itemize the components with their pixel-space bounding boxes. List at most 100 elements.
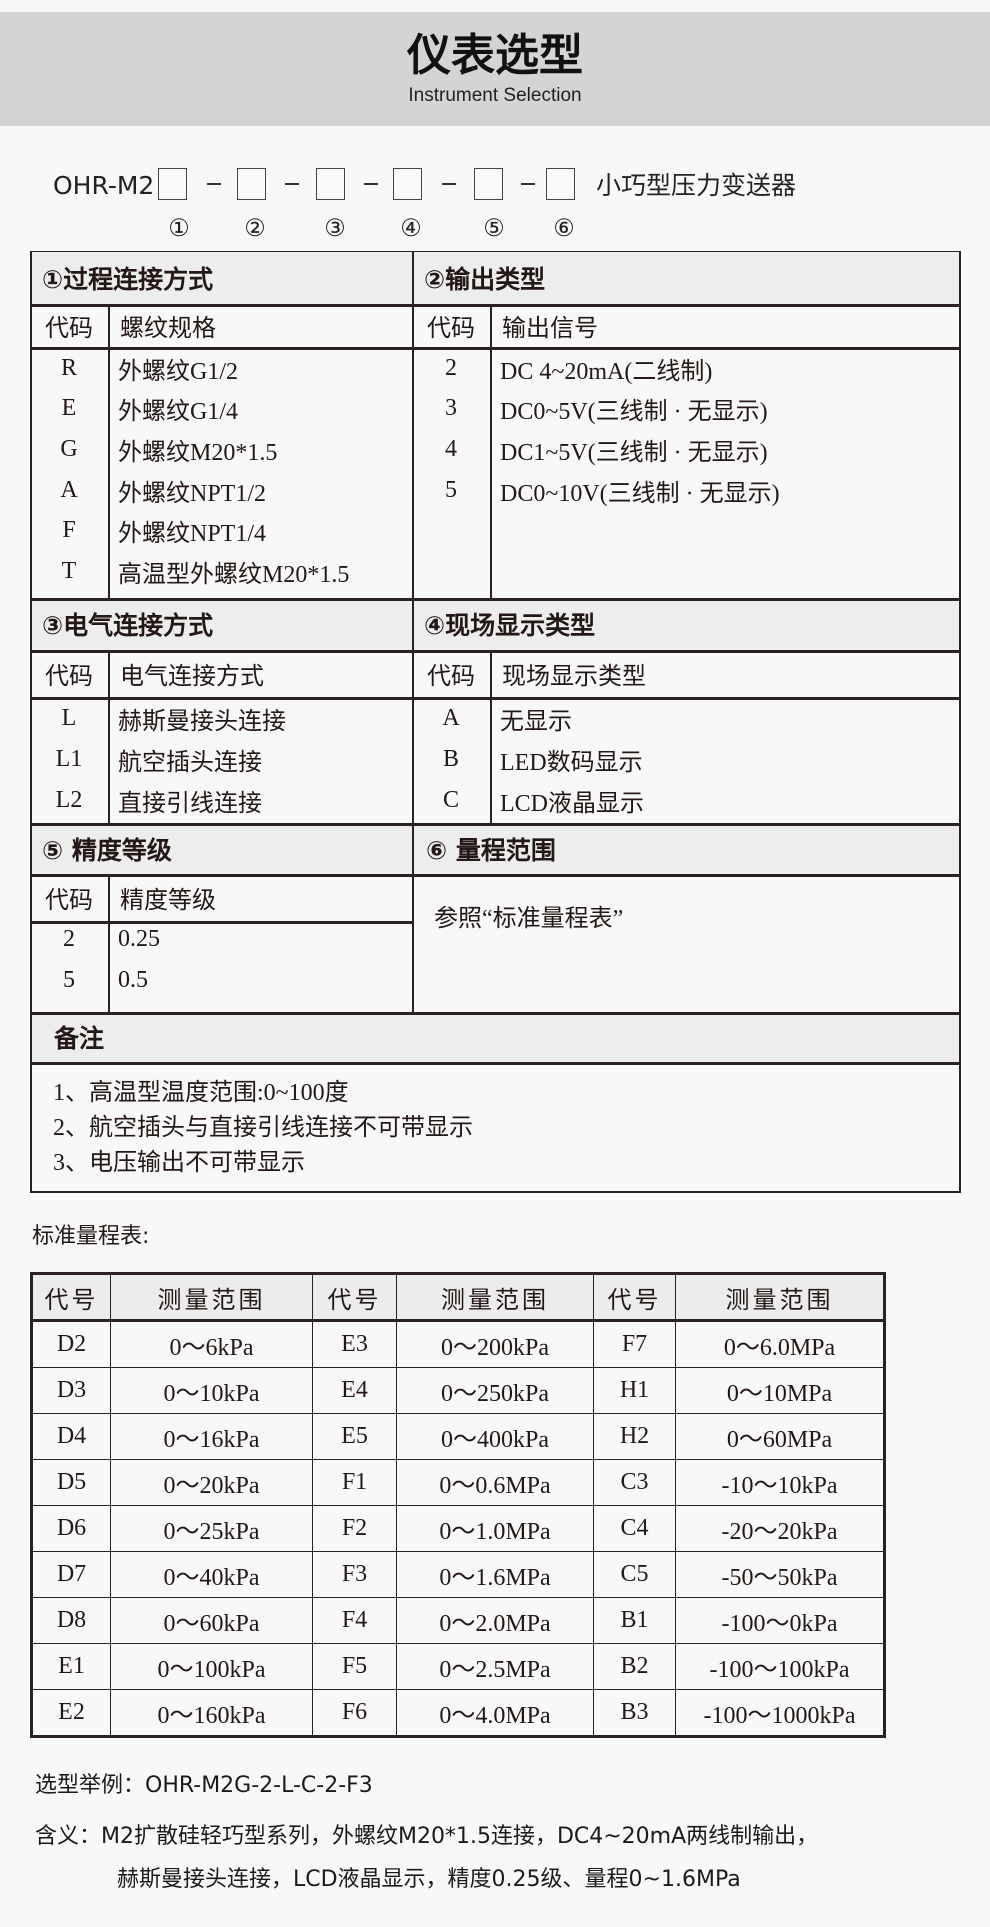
divider [30, 347, 961, 350]
range-cell: 0～60kPa [110, 1597, 313, 1644]
header-band [0, 12, 990, 126]
range-cell: 0～10MPa [675, 1367, 885, 1414]
code-cell: B3 [593, 1689, 676, 1737]
model-code-box-4 [393, 168, 422, 200]
example-meaning-line2: 赫斯曼接头连接，LCD液晶显示，精度0.25级、量程0~1.6MPa [117, 1867, 741, 1892]
range-table-label: 标准量程表: [32, 1224, 150, 1249]
s1-row-desc: 外螺纹M20*1.5 [118, 439, 278, 466]
s5-row-desc: 0.25 [118, 926, 160, 952]
code-cell: D6 [31, 1505, 111, 1552]
s6-title: ⑥ 量程范围 [426, 835, 556, 865]
s4-row-code: B [442, 746, 459, 772]
s5-row-desc: 0.5 [118, 967, 148, 993]
code-cell: B1 [593, 1597, 676, 1644]
divider [30, 697, 961, 700]
divider [108, 874, 110, 1012]
s1-row-code: E [61, 395, 77, 422]
s4-row-code: A [442, 705, 460, 731]
table-row: D3 0～10kPa E4 0～250kPa H1 0～10MPa [31, 1367, 885, 1414]
range-cell: 0～4.0MPa [396, 1689, 594, 1737]
range-cell: 0～1.6MPa [396, 1551, 594, 1598]
divider [30, 1012, 961, 1015]
range-cell: -100～0kPa [675, 1597, 885, 1644]
range-cell: 0～100kPa [110, 1643, 313, 1690]
divider [30, 650, 961, 653]
range-cell: -50～50kPa [675, 1551, 885, 1598]
s5-row-code: 2 [63, 926, 75, 952]
range-cell: 0～160kPa [110, 1689, 313, 1737]
s4-col-desc: 现场显示类型 [502, 664, 646, 690]
table-row: D8 0～60kPa F4 0～2.0MPa B1 -100～0kPa [31, 1597, 885, 1644]
range-cell: 0～250kPa [396, 1367, 594, 1414]
s5-title: ⑤ 精度等级 [42, 835, 172, 865]
range-cell: -10～10kPa [675, 1459, 885, 1506]
s1-row-code: R [60, 354, 77, 381]
divider [108, 304, 110, 598]
table-row: D2 0～6kPa E3 0～200kPa F7 0～6.0MPa [31, 1320, 885, 1368]
notes-title: 备注 [54, 1024, 105, 1053]
s3-row-code: L1 [55, 746, 83, 772]
range-cell: -100～100kPa [675, 1643, 885, 1690]
s3-title: ③电气连接方式 [42, 611, 214, 640]
code-cell: E5 [312, 1413, 397, 1460]
model-suffix: 小巧型压力变送器 [596, 171, 797, 200]
example-model: 选型举例：OHR-M2G-2-L-C-2-F3 [35, 1773, 373, 1798]
code-cell: E4 [312, 1367, 397, 1414]
s6-text: 参照“标准量程表” [434, 905, 624, 932]
s1-row-code: T [61, 557, 77, 584]
code-cell: D4 [31, 1413, 111, 1460]
divider [490, 650, 492, 823]
range-cell: 0～2.0MPa [396, 1597, 594, 1644]
code-cell: E3 [312, 1320, 397, 1368]
divider [30, 823, 961, 826]
section-header-bg [32, 252, 959, 305]
s3-row-desc: 直接引线连接 [118, 791, 262, 817]
section-header-bg [32, 599, 959, 651]
table-row: D7 0～40kPa F3 0～1.6MPa C5 -50～50kPa [31, 1551, 885, 1598]
code-cell: D5 [31, 1459, 111, 1506]
header-code: 代号 [593, 1273, 676, 1322]
s1-col-desc: 螺纹规格 [120, 316, 216, 342]
s3-row-desc: 航空插头连接 [118, 750, 262, 776]
range-table-header: 代号 测量范围 代号 测量范围 代号 测量范围 [31, 1273, 885, 1322]
table-row: D5 0～20kPa F1 0～0.6MPa C3 -10～10kPa [31, 1459, 885, 1506]
s4-col-code: 代码 [427, 664, 475, 690]
header-code: 代号 [312, 1273, 397, 1322]
s2-row-code: 2 [445, 354, 457, 381]
s2-row-desc: DC 4~20mA(二线制) [500, 358, 713, 385]
range-cell: 0～16kPa [110, 1413, 313, 1460]
model-marker-5: ⑤ [483, 216, 505, 242]
code-cell: H1 [593, 1367, 676, 1414]
s1-col-code: 代码 [45, 316, 93, 342]
model-code-box-3 [316, 168, 345, 200]
divider [30, 921, 412, 924]
s1-row-desc: 外螺纹NPT1/2 [118, 480, 267, 507]
model-marker-4: ④ [400, 216, 422, 242]
code-cell: C5 [593, 1551, 676, 1598]
s2-col-code: 代码 [427, 316, 475, 342]
table-row: D4 0～16kPa E5 0～400kPa H2 0～60MPa [31, 1413, 885, 1460]
code-cell: D7 [31, 1551, 111, 1598]
s4-title: ④现场显示类型 [424, 611, 596, 640]
s2-row-desc: DC0~5V(三线制 · 无显示) [500, 399, 768, 426]
divider [30, 874, 961, 877]
page-title: 仪表选型 [407, 30, 583, 81]
s3-col-code: 代码 [45, 664, 93, 690]
range-cell: 0～6.0MPa [675, 1320, 885, 1368]
divider [30, 304, 961, 307]
code-cell: C3 [593, 1459, 676, 1506]
example-meaning-line1: 含义：M2扩散硅轻巧型系列，外螺纹M20*1.5连接，DC4~20mA两线制输出… [35, 1824, 819, 1849]
s1-row-code: F [62, 517, 76, 544]
code-cell: F2 [312, 1505, 397, 1552]
table-row: D6 0～25kPa F2 0～1.0MPa C4 -20～20kPa [31, 1505, 885, 1552]
header-code: 代号 [31, 1273, 111, 1322]
header-range: 测量范围 [110, 1273, 313, 1322]
model-code-box-1 [158, 168, 187, 200]
s2-row-code: 3 [445, 395, 457, 422]
code-cell: D8 [31, 1597, 111, 1644]
code-cell: H2 [593, 1413, 676, 1460]
page-subtitle: Instrument Selection [408, 85, 582, 106]
code-cell: F7 [593, 1320, 676, 1368]
range-cell: 0～2.5MPa [396, 1643, 594, 1690]
range-cell: 0～60MPa [675, 1413, 885, 1460]
